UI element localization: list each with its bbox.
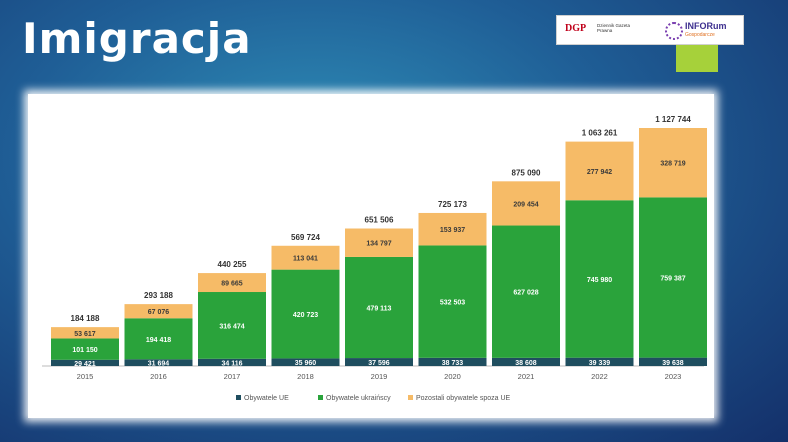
segment-label: 209 454 bbox=[513, 201, 538, 208]
bar-total-label: 875 090 bbox=[512, 168, 541, 177]
bar-segment-2 bbox=[345, 228, 413, 257]
segment-label: 67 076 bbox=[148, 309, 170, 316]
x-tick-label: 2019 bbox=[371, 372, 388, 381]
segment-label: 479 113 bbox=[367, 306, 392, 313]
segment-label: 745 980 bbox=[587, 277, 612, 284]
segment-label: 38 733 bbox=[442, 360, 464, 367]
slide-title: Imigracja bbox=[22, 14, 252, 63]
stacked-bar-chart: 29 421 101 150 53 617 184 188 2015 31 694 194 … bbox=[42, 115, 707, 402]
bar-segment-0 bbox=[271, 358, 340, 366]
accent-bar bbox=[676, 42, 718, 72]
segment-label: 37 596 bbox=[368, 360, 390, 367]
bar-segment-1 bbox=[198, 292, 266, 359]
bar-total-label: 1 127 744 bbox=[655, 115, 691, 124]
segment-label: 101 150 bbox=[72, 347, 97, 354]
bar-segment-0 bbox=[639, 357, 707, 366]
x-tick-label: 2023 bbox=[665, 372, 682, 381]
bar-segment-0 bbox=[492, 357, 560, 366]
bar-segment-0 bbox=[124, 359, 193, 366]
segment-label: 53 617 bbox=[74, 331, 96, 338]
bar-segment-0 bbox=[198, 358, 266, 366]
x-tick-label: 2015 bbox=[77, 372, 94, 381]
legend-swatch bbox=[236, 395, 241, 400]
segment-label: 627 028 bbox=[513, 290, 538, 297]
x-tick-label: 2016 bbox=[150, 372, 167, 381]
segment-label: 759 387 bbox=[660, 276, 685, 283]
bar-total-label: 569 724 bbox=[291, 233, 320, 242]
bar-segment-1 bbox=[271, 269, 340, 359]
bar-segment-0 bbox=[345, 358, 413, 366]
segment-label: 277 942 bbox=[587, 169, 612, 176]
bar-segment-2 bbox=[492, 181, 560, 226]
dgp-logo-subtitle: Dziennik Gazeta Prawna bbox=[597, 23, 631, 33]
segment-label: 34 116 bbox=[221, 360, 242, 367]
segment-label: 29 421 bbox=[74, 361, 96, 368]
x-tick-label: 2018 bbox=[297, 372, 314, 381]
bar-total-label: 651 506 bbox=[365, 216, 394, 225]
segment-label: 31 694 bbox=[148, 361, 170, 368]
bar-segment-0 bbox=[565, 357, 634, 366]
bar-segment-1 bbox=[124, 318, 193, 360]
bar-segment-2 bbox=[565, 141, 634, 201]
chart-panel: 29 421 101 150 53 617 184 188 2015 31 694 194 … bbox=[28, 94, 714, 418]
segment-label: 316 474 bbox=[219, 323, 244, 330]
segment-label: 39 638 bbox=[662, 360, 684, 367]
legend-label: Obywatele UE bbox=[244, 395, 289, 402]
x-tick-label: 2021 bbox=[518, 372, 535, 381]
bar-segment-1 bbox=[639, 197, 707, 358]
segment-label: 153 937 bbox=[440, 227, 465, 234]
bar-total-label: 440 255 bbox=[218, 260, 247, 269]
segment-label: 38 608 bbox=[515, 360, 537, 367]
legend-label: Pozostali obywatele spoza UE bbox=[416, 395, 510, 402]
inforum-logo: INFORum bbox=[685, 21, 727, 31]
sponsor-logos: DGP Dziennik Gazeta Prawna INFORum Gospo… bbox=[556, 15, 744, 45]
bar-segment-0 bbox=[418, 357, 487, 366]
segment-label: 420 723 bbox=[293, 312, 318, 319]
segment-label: 194 418 bbox=[146, 337, 171, 344]
bar-segment-2 bbox=[271, 245, 340, 270]
x-tick-label: 2022 bbox=[591, 372, 608, 381]
bar-segment-1 bbox=[51, 338, 119, 360]
legend-label: Obywatele ukraińscy bbox=[326, 395, 391, 402]
bar-segment-2 bbox=[418, 212, 487, 246]
legend-swatch bbox=[318, 395, 323, 400]
segment-label: 35 960 bbox=[295, 360, 317, 367]
bar-total-label: 725 173 bbox=[438, 200, 467, 209]
bar-segment-2 bbox=[198, 273, 266, 293]
bar-total-label: 184 188 bbox=[71, 314, 100, 323]
bar-segment-2 bbox=[51, 327, 119, 339]
bar-segment-1 bbox=[492, 225, 560, 358]
bar-segment-2 bbox=[124, 304, 193, 319]
bar-segment-1 bbox=[418, 245, 487, 358]
segment-label: 39 339 bbox=[589, 360, 611, 367]
segment-label: 134 797 bbox=[366, 241, 391, 248]
x-tick-label: 2020 bbox=[444, 372, 461, 381]
bar-segment-0 bbox=[51, 359, 119, 366]
x-tick-label: 2017 bbox=[224, 372, 241, 381]
dgp-logo: DGP bbox=[565, 23, 587, 34]
inforum-logo-subtitle: Gospodarcze bbox=[685, 32, 715, 38]
segment-label: 89 665 bbox=[221, 281, 243, 288]
bar-segment-1 bbox=[565, 200, 634, 358]
bar-total-label: 1 063 261 bbox=[582, 129, 618, 138]
segment-label: 328 719 bbox=[660, 161, 685, 168]
inforum-logo-icon bbox=[665, 22, 683, 40]
legend-swatch bbox=[408, 395, 413, 400]
bar-segment-1 bbox=[345, 256, 413, 359]
segment-label: 113 041 bbox=[293, 256, 318, 263]
segment-label: 532 503 bbox=[440, 300, 465, 307]
bar-segment-2 bbox=[639, 128, 707, 198]
bar-total-label: 293 188 bbox=[144, 291, 173, 300]
